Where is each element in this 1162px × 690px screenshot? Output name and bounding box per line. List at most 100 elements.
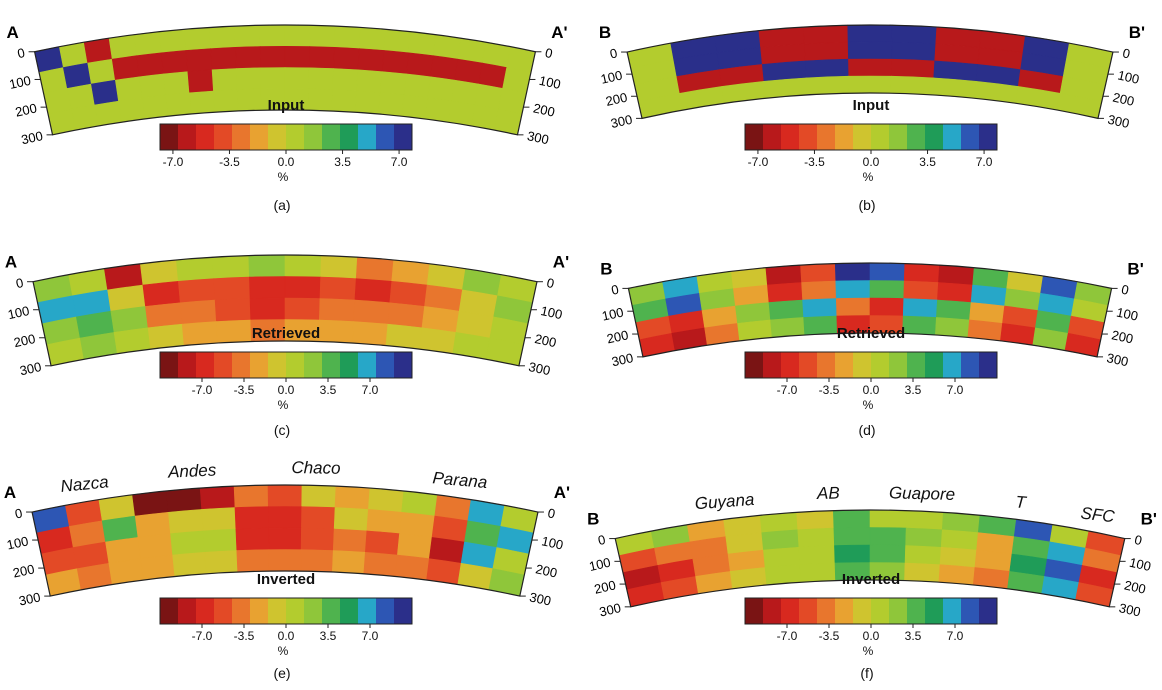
section-cell — [249, 297, 286, 321]
colorbar-swatch — [979, 352, 998, 378]
section-cell — [869, 280, 905, 299]
colorbar-swatch — [889, 352, 908, 378]
panel-c: 0 0 100 100 200 200 300 300 A A' Retrieved -7.0 -3.5… — [5, 253, 569, 438]
colorbar-tick-label: 7.0 — [362, 383, 379, 397]
section-cell — [430, 55, 459, 81]
section-cell — [387, 302, 425, 329]
colorbar-swatch — [178, 352, 197, 378]
section-cell — [132, 490, 169, 517]
section-cell — [136, 52, 164, 78]
section-cell — [940, 529, 979, 551]
section-cell — [934, 317, 970, 338]
colorbar-swatch — [925, 598, 944, 624]
colorbar: -7.0 -3.5 0.0 3.5 7.0% — [744, 123, 998, 184]
section-cell — [90, 79, 119, 106]
depth-tick-right: 200 — [532, 100, 556, 119]
section-cell — [385, 323, 423, 350]
colorbar-swatch — [943, 124, 962, 150]
section-cell — [212, 255, 250, 279]
section-cell — [848, 58, 892, 77]
section-cell — [331, 550, 366, 575]
section-cell — [801, 280, 837, 301]
section-cell — [891, 41, 937, 62]
depth-tick-left: 300 — [610, 350, 634, 369]
section-cell — [802, 24, 849, 45]
section-end-label: A' — [553, 253, 569, 272]
section-cell — [176, 256, 215, 282]
section-cell — [363, 552, 398, 577]
section-cell — [259, 24, 286, 47]
section-cell — [189, 90, 216, 115]
section-start-label: B — [600, 259, 612, 278]
region-label: Parana — [432, 468, 488, 492]
colorbar-swatch — [268, 124, 287, 150]
section-cell — [353, 299, 391, 325]
section-cell — [234, 24, 261, 48]
section-cell — [869, 297, 905, 317]
panel-sub-label: (b) — [858, 197, 875, 213]
section-cell — [161, 50, 189, 75]
section-cell — [267, 484, 303, 507]
section-cell — [381, 50, 409, 75]
section-cell — [236, 549, 270, 573]
section-cell — [424, 97, 452, 123]
colorbar-swatch — [961, 124, 980, 150]
section-cell — [833, 527, 871, 546]
section-start-label: A — [4, 483, 16, 502]
section-cell — [284, 67, 310, 90]
section-cell — [768, 299, 804, 321]
section-cell — [236, 88, 262, 112]
colorbar-tick-label: -7.0 — [192, 383, 213, 397]
colorbar-swatch — [799, 124, 818, 150]
section-cell — [403, 73, 431, 99]
section-cell — [309, 46, 335, 69]
section-cell — [834, 544, 871, 564]
section-cell — [759, 512, 799, 534]
colorbar-swatch — [799, 598, 818, 624]
section-cell — [319, 276, 357, 301]
section-end-label: B' — [1129, 23, 1145, 42]
section-cell — [202, 528, 238, 553]
depth-tick-left: 200 — [604, 90, 628, 109]
depth-tick-right: 0 — [1133, 532, 1143, 548]
section-cell — [145, 302, 183, 329]
depth-tick-left: 0 — [608, 45, 618, 61]
region-label: T — [1015, 492, 1028, 512]
section-cell — [201, 507, 237, 532]
panel-a: 0 0 100 100 200 200 300 300 A A' Input -7.0 -3.5 0.0 3… — [6, 23, 567, 213]
panel-title: Retrieved — [252, 325, 320, 342]
section-cell — [319, 298, 356, 322]
section-cell — [800, 263, 837, 283]
section-cell — [236, 67, 262, 91]
section-cell — [941, 512, 981, 534]
section-cell — [399, 511, 436, 538]
section-cell — [165, 92, 192, 117]
panel-sub-label: (c) — [274, 422, 290, 438]
colorbar-tick-label: -7.0 — [777, 629, 798, 643]
colorbar-swatch — [961, 352, 980, 378]
depth-tick-left: 0 — [14, 275, 24, 291]
depth-tick-right: 200 — [1111, 90, 1135, 109]
colorbar-tick-label: 3.5 — [320, 629, 337, 643]
section-end-label: B' — [1141, 510, 1157, 529]
region-label: Andes — [167, 460, 218, 481]
colorbar-tick-label: -7.0 — [192, 629, 213, 643]
colorbar-tick-label: -3.5 — [804, 155, 825, 169]
section-cell — [796, 510, 835, 531]
depth-tick-right: 300 — [1118, 600, 1142, 619]
colorbar-swatch — [358, 352, 377, 378]
colorbar-swatch — [925, 352, 944, 378]
colorbar-swatch — [943, 598, 962, 624]
colorbar-tick-label: 7.0 — [976, 155, 993, 169]
colorbar-tick-label: 0.0 — [863, 155, 880, 169]
cross-section-e — [31, 484, 539, 597]
colorbar-swatch — [781, 124, 800, 150]
section-outline — [626, 24, 1114, 120]
depth-tick-right: 200 — [533, 331, 557, 350]
section-cell — [358, 27, 387, 51]
panel-b: 0 0 100 100 200 200 300 300 B B' Input -7.0 -3.5 0.0 3… — [599, 23, 1145, 213]
colorbar-swatch — [394, 124, 413, 150]
colorbar-swatch — [961, 598, 980, 624]
depth-tick-left: 300 — [609, 112, 633, 131]
section-cell — [318, 319, 354, 344]
